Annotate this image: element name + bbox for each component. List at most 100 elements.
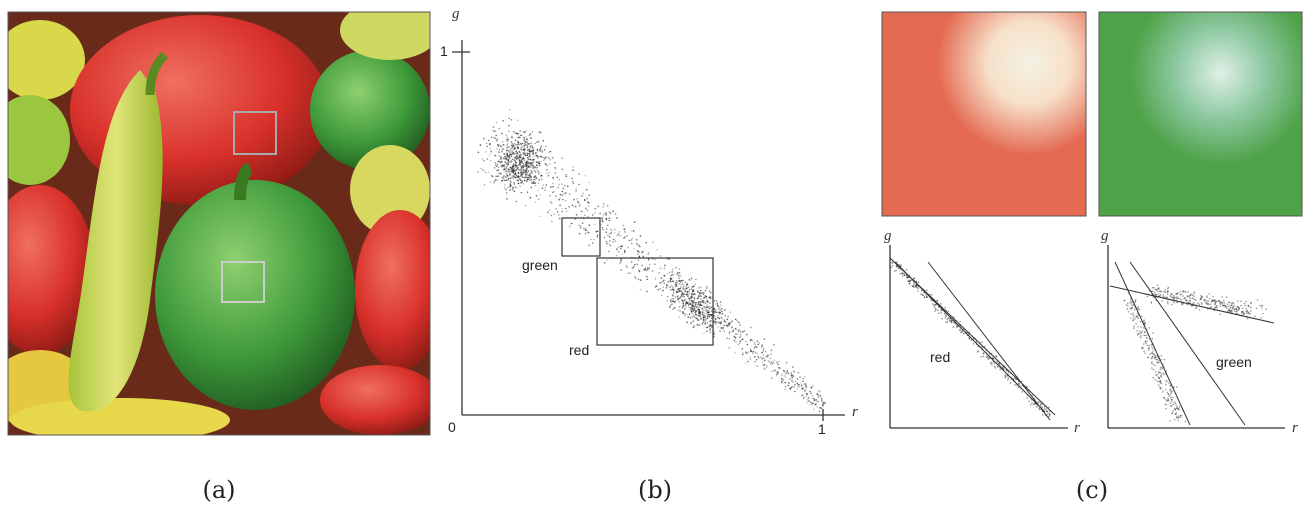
texture-dot	[536, 141, 538, 143]
texture-dot	[914, 278, 916, 280]
texture-dot	[530, 146, 532, 148]
texture-dot	[678, 316, 680, 318]
texture-dot	[720, 304, 722, 306]
texture-dot	[945, 321, 947, 323]
texture-dot	[944, 313, 946, 315]
texture-dot	[510, 154, 512, 156]
texture-dot	[539, 131, 541, 133]
texture-dot	[633, 230, 635, 232]
texture-dot	[1152, 291, 1154, 293]
texture-dot	[1157, 288, 1159, 290]
texture-dot	[1146, 334, 1148, 336]
texture-dot	[1216, 307, 1218, 309]
texture-dot	[719, 312, 721, 314]
texture-dot	[641, 265, 643, 267]
texture-dot	[708, 311, 710, 313]
texture-dot	[797, 378, 799, 380]
texture-dot	[1189, 297, 1191, 299]
texture-dot	[1142, 330, 1144, 332]
texture-dot	[637, 263, 639, 265]
texture-dot	[892, 265, 894, 267]
texture-dot	[708, 325, 710, 327]
texture-dot	[717, 317, 719, 319]
texture-dot	[702, 314, 704, 316]
texture-dot	[606, 241, 608, 243]
texture-dot	[666, 285, 668, 287]
texture-dot	[1030, 404, 1032, 406]
texture-dot	[618, 246, 620, 248]
texture-dot	[811, 398, 813, 400]
texture-dot	[909, 280, 911, 282]
texture-dot	[1245, 301, 1247, 303]
texture-dot	[513, 131, 515, 133]
texture-dot	[584, 214, 586, 216]
texture-dot	[1151, 362, 1153, 364]
texture-dot	[1199, 304, 1201, 306]
texture-dot	[520, 147, 522, 149]
texture-dot	[632, 267, 634, 269]
texture-dot	[1243, 314, 1245, 316]
texture-dot	[1163, 374, 1165, 376]
texture-dot	[602, 227, 604, 229]
texture-dot	[518, 183, 520, 185]
texture-dot	[1133, 317, 1135, 319]
texture-dot	[566, 211, 568, 213]
texture-dot	[516, 155, 518, 157]
texture-dot	[813, 408, 815, 410]
texture-dot	[1146, 337, 1148, 339]
red-box	[597, 258, 713, 345]
texture-dot	[801, 385, 803, 387]
texture-dot	[891, 262, 893, 264]
texture-dot	[707, 322, 709, 324]
texture-dot	[727, 319, 729, 321]
texture-dot	[643, 269, 645, 271]
texture-dot	[1160, 291, 1162, 293]
texture-dot	[1147, 296, 1149, 298]
texture-dot	[522, 143, 524, 145]
texture-dot	[1007, 379, 1009, 381]
texture-dot	[538, 161, 540, 163]
texture-dot	[785, 373, 787, 375]
texture-dot	[645, 270, 647, 272]
texture-dot	[569, 226, 571, 228]
texture-dot	[757, 344, 759, 346]
texture-dot	[692, 307, 694, 309]
texture-dot	[1211, 306, 1213, 308]
texture-dot	[1226, 308, 1228, 310]
texture-dot	[527, 147, 529, 149]
texture-dot	[687, 295, 689, 297]
texture-dot	[661, 277, 663, 279]
y-axis-label: g	[452, 6, 460, 22]
texture-dot	[517, 144, 519, 146]
texture-dot	[669, 279, 671, 281]
texture-dot	[506, 198, 508, 200]
texture-dot	[533, 156, 535, 158]
texture-dot	[684, 308, 686, 310]
texture-dot	[483, 138, 485, 140]
texture-dot	[515, 177, 517, 179]
texture-dot	[509, 109, 511, 111]
texture-dot	[511, 141, 513, 143]
texture-dot	[683, 296, 685, 298]
texture-dot	[518, 172, 520, 174]
texture-dot	[530, 197, 532, 199]
texture-dot	[689, 300, 691, 302]
texture-dot	[715, 312, 717, 314]
texture-dot	[697, 324, 699, 326]
texture-dot	[503, 177, 505, 179]
texture-dot	[500, 159, 502, 161]
texture-dot	[1242, 311, 1244, 313]
texture-dot	[702, 323, 704, 325]
texture-dot	[586, 230, 588, 232]
texture-dot	[814, 400, 816, 402]
texture-dot	[1190, 293, 1192, 295]
texture-dot	[526, 173, 528, 175]
texture-dot	[515, 153, 517, 155]
texture-dot	[561, 183, 563, 185]
texture-dot	[520, 169, 522, 171]
texture-dot	[758, 357, 760, 359]
texture-dot	[1216, 305, 1218, 307]
caption: (a)	[202, 476, 235, 504]
texture-dot	[688, 297, 690, 299]
texture-dot	[686, 286, 688, 288]
